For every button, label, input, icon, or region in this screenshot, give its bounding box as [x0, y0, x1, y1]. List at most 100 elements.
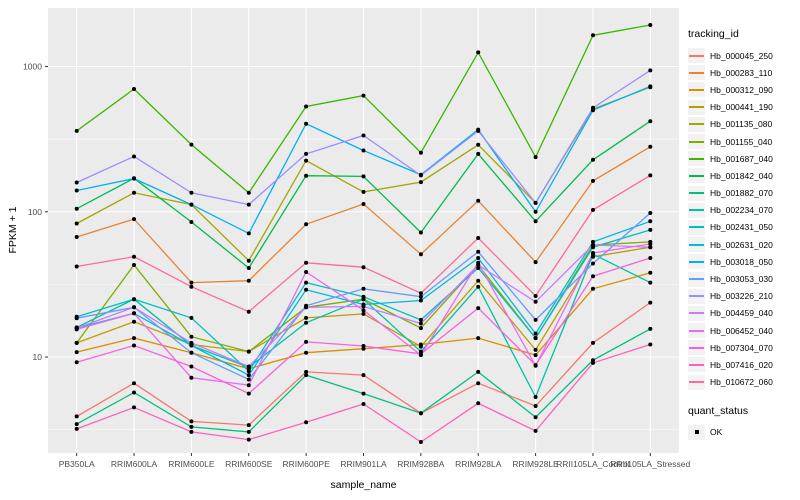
legend-key-box — [688, 237, 705, 253]
data-point-Hb_007304_070 — [189, 364, 194, 369]
data-point-Hb_007304_070 — [361, 344, 366, 348]
data-point-Hb_004459_040 — [132, 305, 136, 310]
data-point-Hb_003053_030 — [533, 317, 538, 322]
data-point-Hb_007416_020 — [304, 420, 309, 425]
legend-key-box — [688, 424, 705, 440]
legend-item-Hb_002234_070: Hb_002234_070 — [688, 202, 798, 219]
legend-key-line-icon — [689, 295, 704, 298]
legend-key-line-icon — [689, 192, 704, 195]
data-point-Hb_000283_110 — [74, 235, 79, 239]
data-point-Hb_000045_250 — [361, 373, 366, 378]
data-point-Hb_001687_040 — [476, 50, 481, 55]
data-point-Hb_007304_070 — [648, 256, 653, 260]
data-point-Hb_001155_040 — [246, 349, 251, 354]
data-point-Hb_001842_040 — [74, 206, 79, 211]
data-point-Hb_003053_030 — [418, 294, 423, 299]
legend-items-tracking-id: Hb_000045_250 Hb_000283_110 Hb_000312_090 H… — [688, 47, 798, 391]
legend-title-quant-status: quant_status — [688, 404, 749, 417]
data-point-Hb_006452_040 — [304, 270, 309, 274]
legend-item-label: Hb_001135_080 — [710, 119, 773, 130]
legend-item-label: Hb_007304_070 — [710, 342, 773, 353]
data-point-Hb_000283_110 — [304, 222, 309, 227]
data-point-Hb_001882_070 — [361, 391, 366, 396]
legend-key-line-icon — [689, 123, 704, 126]
data-point-Hb_000441_190 — [132, 319, 136, 324]
legend-item-label: Hb_007416_020 — [710, 359, 773, 370]
legend-item-label: Hb_003018_050 — [710, 256, 773, 267]
legend-item-Hb_001155_040: Hb_001155_040 — [688, 133, 798, 150]
legend-key-line-icon — [689, 363, 704, 366]
data-point-Hb_000283_110 — [361, 202, 366, 206]
data-point-Hb_001155_040 — [189, 334, 194, 339]
data-point-Hb_010672_060 — [132, 254, 136, 259]
data-point-Hb_000045_250 — [591, 340, 595, 345]
data-point-Hb_000283_110 — [591, 178, 595, 183]
black-point-icon — [694, 430, 699, 435]
y-tick-label: 1000 — [23, 62, 42, 72]
data-point-Hb_007304_070 — [591, 274, 595, 279]
data-point-Hb_002631_020 — [648, 219, 653, 224]
data-point-Hb_004459_040 — [533, 299, 538, 304]
data-point-Hb_003018_050 — [189, 202, 194, 207]
data-point-Hb_007416_020 — [246, 437, 251, 442]
x-tick-label: RRIM928BA — [397, 459, 445, 469]
data-point-Hb_001155_040 — [74, 340, 79, 345]
data-point-Hb_002431_050 — [533, 336, 538, 341]
x-tick-label: RRIM928LE — [512, 459, 559, 469]
data-point-Hb_003053_030 — [246, 377, 251, 382]
data-point-Hb_002234_070 — [533, 395, 538, 399]
legend-key-line-icon — [689, 106, 704, 109]
data-point-Hb_001135_080 — [74, 221, 79, 226]
legend-item-ok: OK — [688, 424, 798, 441]
data-point-Hb_000045_250 — [74, 414, 79, 419]
legend-item-Hb_001882_070: Hb_001882_070 — [688, 185, 798, 202]
y-tick-label: 100 — [28, 207, 42, 217]
legend-key-line-icon — [689, 71, 704, 74]
data-point-Hb_001882_070 — [304, 373, 309, 378]
legend-item-label: Hb_002631_020 — [710, 239, 773, 250]
data-point-Hb_000312_090 — [533, 353, 538, 358]
data-point-Hb_000283_110 — [418, 252, 423, 257]
data-point-Hb_001687_040 — [533, 155, 538, 160]
data-point-Hb_003018_050 — [533, 209, 538, 214]
data-point-Hb_002431_050 — [361, 294, 366, 299]
data-point-Hb_003053_030 — [591, 261, 595, 266]
legend-key-line-icon — [689, 260, 704, 263]
x-tick-label: RRII105LA_Stressed — [610, 459, 690, 469]
data-point-Hb_001882_070 — [74, 422, 79, 427]
data-point-Hb_001882_070 — [533, 415, 538, 420]
data-point-Hb_003226_210 — [246, 202, 251, 207]
data-point-Hb_003226_210 — [189, 190, 194, 195]
data-point-Hb_001135_080 — [418, 180, 423, 185]
legend-item-Hb_003226_210: Hb_003226_210 — [688, 288, 798, 305]
legend-item-label: Hb_000441_190 — [710, 102, 773, 113]
data-point-Hb_007304_070 — [132, 343, 136, 348]
legend-key-box — [688, 202, 705, 218]
data-point-Hb_003053_030 — [74, 316, 79, 321]
data-point-Hb_002631_020 — [476, 256, 481, 260]
legend-item-label: Hb_003226_210 — [710, 291, 773, 302]
legend-item-Hb_006452_040: Hb_006452_040 — [688, 322, 798, 339]
data-point-Hb_007416_020 — [189, 429, 194, 434]
data-point-Hb_003226_210 — [591, 105, 595, 110]
data-point-Hb_007416_020 — [418, 440, 423, 444]
legend-item-Hb_007416_020: Hb_007416_020 — [688, 356, 798, 373]
x-tick-label: RRIM928LA — [455, 459, 502, 469]
data-point-Hb_007304_070 — [418, 351, 423, 356]
data-point-Hb_007416_020 — [476, 401, 481, 406]
data-point-Hb_000045_250 — [476, 381, 481, 386]
data-point-Hb_001135_080 — [304, 158, 309, 163]
x-tick-label: RRIM901LA — [340, 459, 387, 469]
data-point-Hb_001842_040 — [533, 219, 538, 224]
data-point-Hb_001842_040 — [361, 174, 366, 179]
data-point-Hb_006452_040 — [74, 327, 79, 332]
data-point-Hb_007416_020 — [74, 426, 79, 431]
legend-item-label: Hb_001687_040 — [710, 153, 773, 164]
data-point-Hb_003226_210 — [304, 151, 309, 156]
legend-key-box — [688, 254, 705, 270]
data-point-Hb_000283_110 — [132, 217, 136, 222]
legend-key-box — [688, 168, 705, 184]
legend-key-line-icon — [689, 346, 704, 349]
data-point-Hb_002234_070 — [476, 284, 481, 289]
